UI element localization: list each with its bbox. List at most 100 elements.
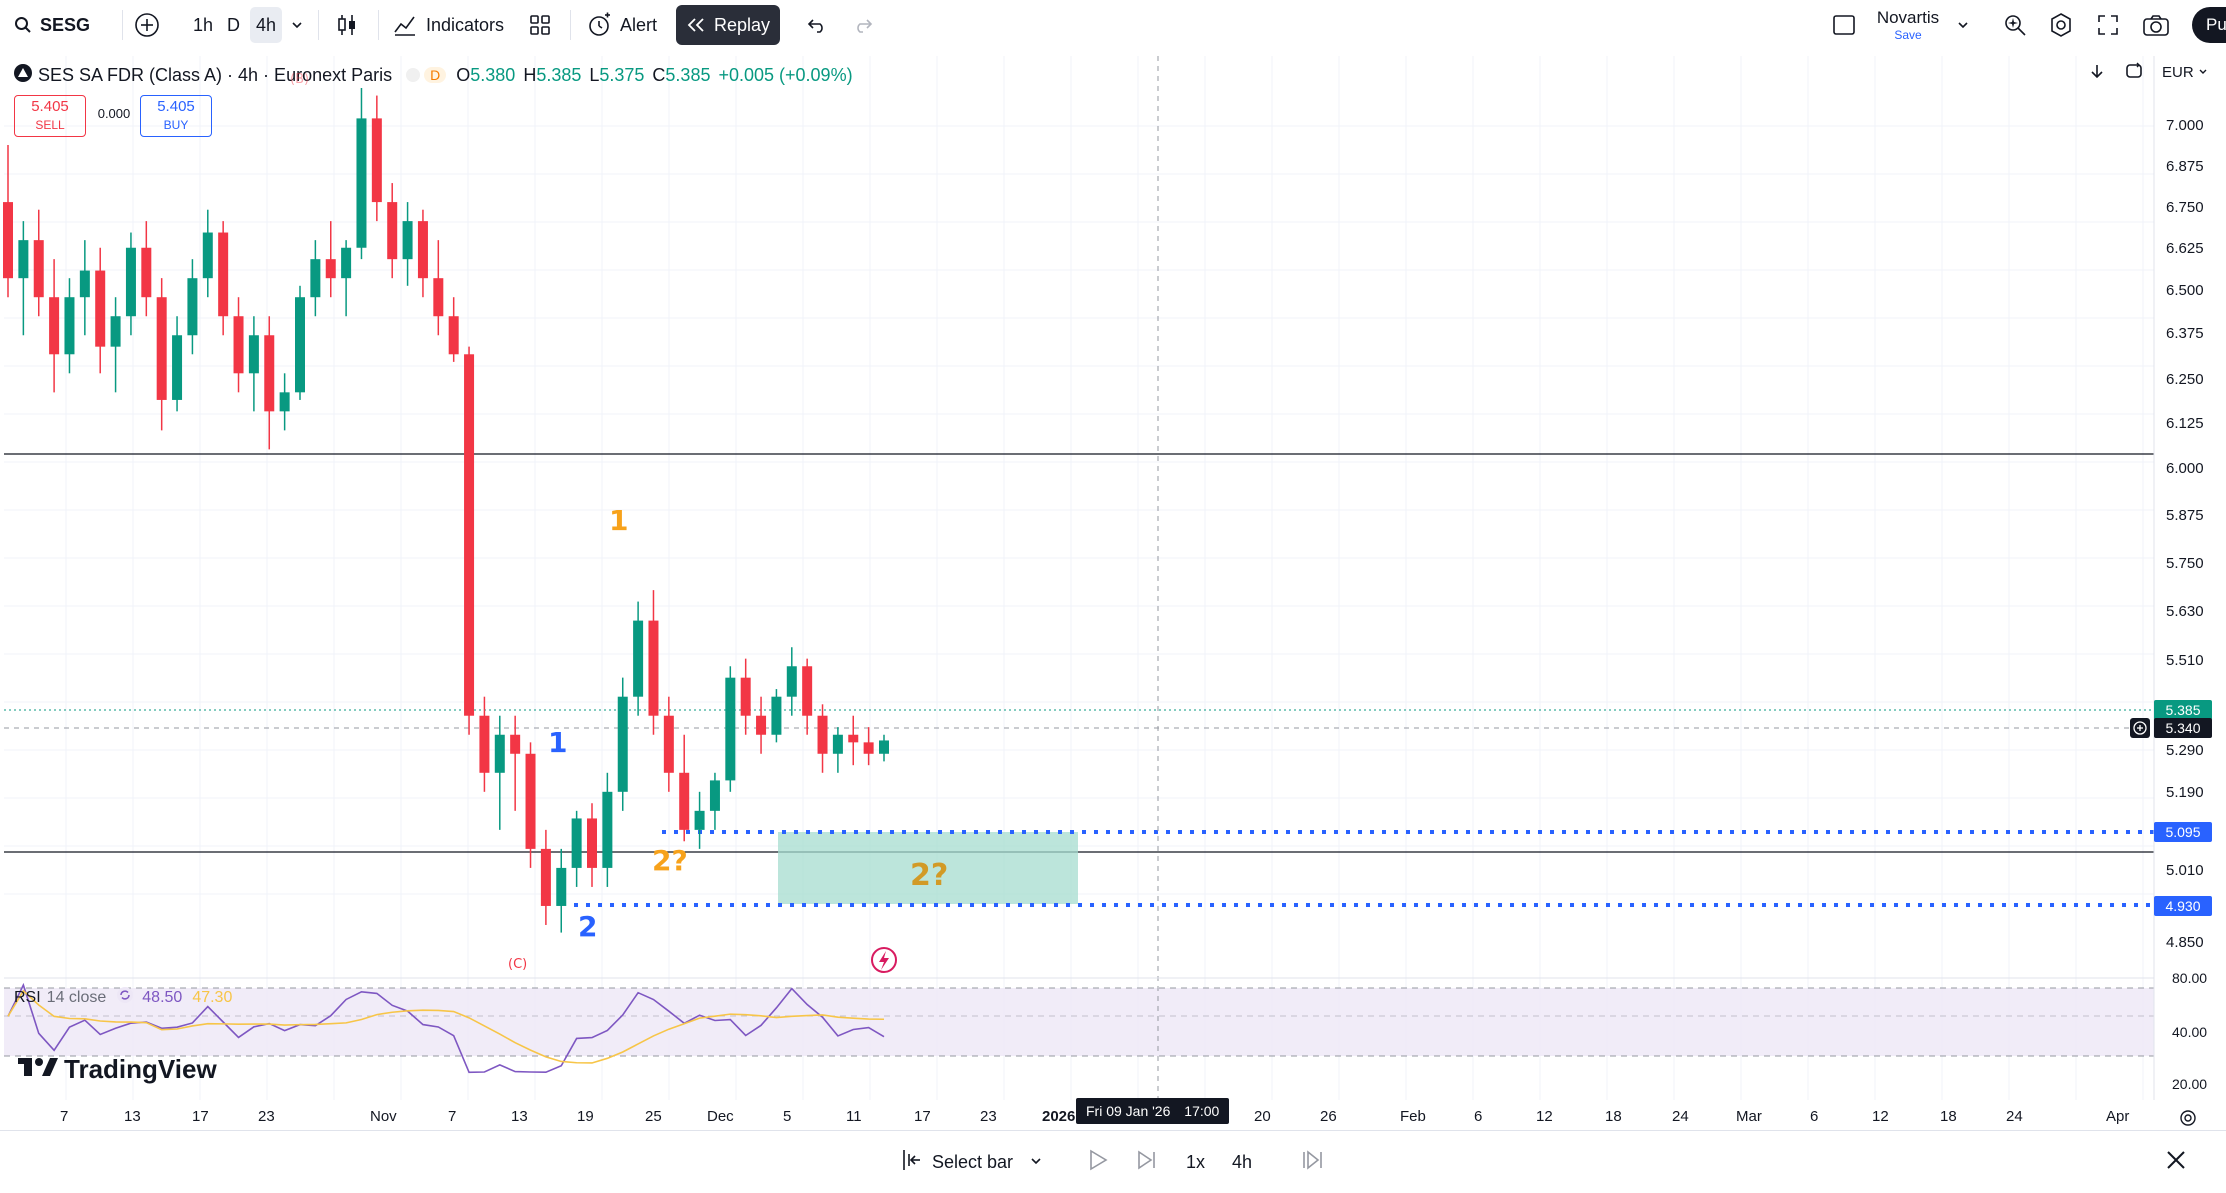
price-tick: 5.510 <box>2166 652 2204 669</box>
indicators-button[interactable]: Indicators <box>392 0 504 50</box>
wave-label-1-orange[interactable]: 1 <box>609 504 629 537</box>
candle <box>310 240 321 317</box>
indicators-label: Indicators <box>426 14 505 35</box>
layout-name-button[interactable]: Novartis Save <box>1876 8 1940 42</box>
auto-scale-button[interactable] <box>2124 62 2144 85</box>
select-bar-button[interactable]: Select bar <box>900 1131 1043 1193</box>
time-tick: Nov <box>370 1108 397 1125</box>
wave-label-1-blue[interactable]: 1 <box>548 726 568 759</box>
price-tick: 5.750 <box>2166 555 2204 572</box>
candle <box>663 696 674 792</box>
candle <box>64 278 75 374</box>
select-bar-label: Select bar <box>932 1151 1014 1172</box>
candle <box>817 704 828 773</box>
candles-layer <box>3 87 889 933</box>
target-zone-box[interactable] <box>778 832 1078 904</box>
time-tick: 18 <box>1940 1108 1957 1125</box>
rsi-legend[interactable]: RSI 14 close 48.50 47.30 <box>14 986 232 1009</box>
open-label: O <box>456 64 471 85</box>
time-tick: 23 <box>980 1108 997 1125</box>
replay-button[interactable]: Replay <box>676 5 781 45</box>
templates-button[interactable] <box>528 0 552 50</box>
quick-search-button[interactable] <box>2002 0 2028 50</box>
candle <box>433 240 444 336</box>
chevron-down-icon <box>2198 64 2208 81</box>
arrow-down-icon <box>2088 65 2106 84</box>
wave-label-c[interactable]: (C) <box>508 957 528 972</box>
candle <box>18 221 29 336</box>
toolbar-divider <box>318 10 319 40</box>
crosshair-date-tag: Fri 09 Jan '26 17:00 <box>1076 1098 1230 1124</box>
candle <box>771 689 782 743</box>
compare-add-button[interactable] <box>134 0 160 50</box>
publish-button[interactable]: Pu <box>2192 7 2226 43</box>
buy-button[interactable]: 5.405 BUY <box>140 95 212 137</box>
low-value: 5.375 <box>599 64 645 85</box>
candle <box>648 590 659 735</box>
alert-button[interactable]: Alert <box>586 0 657 50</box>
redo-button[interactable] <box>852 0 874 50</box>
price-tick: 5.190 <box>2166 784 2204 801</box>
candle <box>33 209 44 317</box>
symbol-search-button[interactable]: SESG <box>14 0 90 50</box>
sell-button[interactable]: 5.405 SELL <box>14 95 86 137</box>
price-chart[interactable] <box>0 50 2226 1130</box>
time-tick: 26 <box>1320 1108 1337 1125</box>
candle <box>402 202 413 286</box>
interval-1h[interactable]: 1h <box>193 0 213 50</box>
candle <box>740 658 751 735</box>
plus-circle-icon <box>134 12 160 38</box>
interval-d[interactable]: D <box>227 0 240 50</box>
layout-name: Novartis <box>1876 8 1940 27</box>
wave-label-2-blue[interactable]: 2 <box>578 910 598 943</box>
candle <box>295 285 305 400</box>
price-tick: 5.630 <box>2166 603 2204 620</box>
candle <box>49 259 60 393</box>
close-replay-button[interactable] <box>2164 1131 2188 1193</box>
sync-icon <box>116 986 134 1009</box>
undo-button[interactable] <box>806 0 828 50</box>
interval-4h[interactable]: 4h <box>250 7 283 43</box>
symbol-title[interactable]: SES SA FDR (Class A) · 4h · Euronext Par… <box>38 64 393 85</box>
candle <box>679 734 690 842</box>
zone-wave-label[interactable]: 2? <box>910 858 949 893</box>
time-tick: 13 <box>124 1108 141 1125</box>
replay-interval-button[interactable]: 4h <box>1232 1131 1252 1193</box>
rsi-params: 14 close <box>46 988 107 1006</box>
candle <box>110 297 121 393</box>
add-alert-button[interactable] <box>2130 718 2150 738</box>
candle <box>633 601 644 716</box>
scroll-down-button[interactable] <box>2088 62 2106 85</box>
screenshot-button[interactable] <box>2142 0 2170 50</box>
toolbar-divider <box>122 10 123 40</box>
time-tick: 17 <box>192 1108 209 1125</box>
event-lightning-icon[interactable] <box>871 947 897 973</box>
jump-to-realtime-button[interactable] <box>1300 1131 1324 1193</box>
play-button[interactable] <box>1088 1131 1108 1193</box>
speed-button[interactable]: 1x <box>1186 1131 1205 1193</box>
candle <box>464 346 475 735</box>
data-badge: D <box>406 67 447 83</box>
candle <box>448 297 459 362</box>
currency-selector[interactable]: EUR <box>2162 64 2208 81</box>
high-label: H <box>523 64 537 85</box>
tradingview-logo[interactable]: TradingView <box>18 1054 217 1085</box>
layout-checkbox[interactable] <box>1832 0 1856 50</box>
wave-label-b[interactable]: (B) <box>290 72 310 87</box>
symbol-label: SESG <box>40 14 91 35</box>
candle <box>694 791 705 849</box>
time-tick: 12 <box>1872 1108 1889 1125</box>
layout-save-status: Save <box>1894 28 1922 42</box>
layout-dropdown[interactable] <box>1956 0 1970 50</box>
fullscreen-button[interactable] <box>2096 0 2120 50</box>
rsi-band <box>4 988 2154 1056</box>
axis-settings-button[interactable] <box>2178 1108 2198 1133</box>
wave-label-2q-orange[interactable]: 2? <box>652 844 688 877</box>
rsi-tick: 80.00 <box>2172 970 2208 986</box>
toolbar-divider <box>378 10 379 40</box>
step-forward-button[interactable] <box>1136 1131 1158 1193</box>
play-icon <box>1088 1149 1108 1176</box>
chart-type-button[interactable] <box>334 0 360 50</box>
interval-dropdown[interactable] <box>290 0 304 50</box>
settings-button[interactable] <box>2048 0 2074 50</box>
